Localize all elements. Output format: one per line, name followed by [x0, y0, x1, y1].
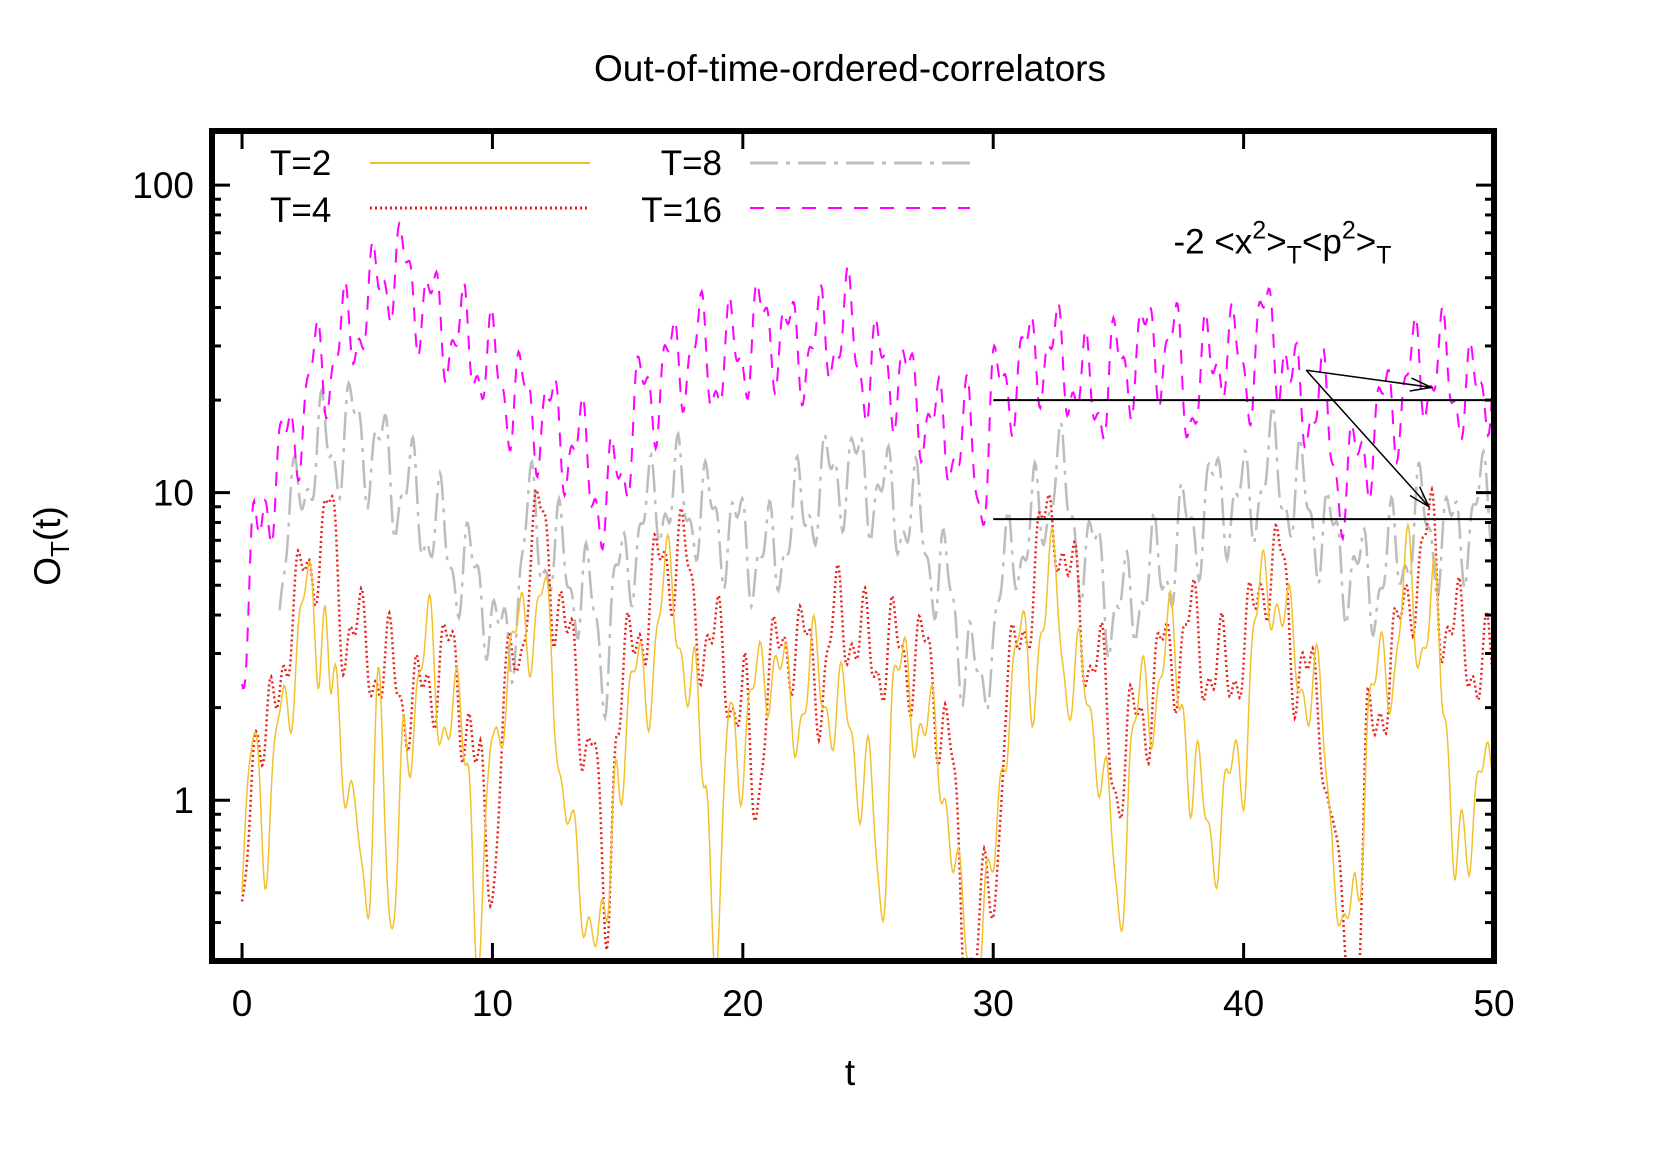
- x-tick-label: 30: [973, 983, 1014, 1024]
- annotation-lt-p: <p: [1302, 222, 1342, 261]
- legend: T=2 T=4 T=8 T=16: [270, 144, 970, 230]
- annotation-gt-2: >: [1356, 222, 1376, 261]
- x-tick-label: 40: [1223, 983, 1264, 1024]
- annotation-arrowhead-1: [1409, 377, 1434, 392]
- x-axis-ticks: 0 10 20 30 40 50: [232, 131, 1515, 1024]
- annotation-label: -2 <x2>T<p2>T: [1174, 216, 1392, 269]
- series-line-t2: [241, 521, 1494, 961]
- y-axis-ticks: 1 10 100: [132, 165, 1494, 963]
- x-tick-label: 20: [722, 983, 763, 1024]
- annotation-sup-p: 2: [1342, 216, 1356, 244]
- annotation-arrowhead-2: [1409, 486, 1431, 509]
- legend-label-t8: T=8: [661, 144, 722, 183]
- y-tick-label: 100: [132, 165, 194, 206]
- annotation-arrows: [1305, 369, 1434, 509]
- annotation-sup-x: 2: [1252, 216, 1266, 244]
- y-tick-label: 10: [153, 473, 194, 514]
- annotation-gt-1: >: [1266, 222, 1286, 261]
- legend-label-t16: T=16: [641, 191, 722, 230]
- series-layer: [240, 220, 1494, 961]
- y-axis-label-sub: T: [45, 541, 75, 557]
- series-line-t4: [240, 485, 1494, 961]
- annotation: -2 <x2>T<p2>T: [1174, 216, 1434, 509]
- annotation-sub-t2: T: [1376, 241, 1391, 269]
- y-axis-label: OT(t): [27, 506, 75, 586]
- y-tick-label: 1: [173, 780, 194, 821]
- legend-label-t4: T=4: [270, 191, 331, 230]
- annotation-lead: -2 <x: [1174, 222, 1253, 261]
- x-tick-label: 10: [472, 983, 513, 1024]
- x-tick-label: 0: [232, 983, 253, 1024]
- series-line-t8: [278, 379, 1494, 723]
- chart-title: Out-of-time-ordered-correlators: [594, 48, 1106, 89]
- x-axis-label: t: [845, 1052, 856, 1093]
- plot-frame: [209, 128, 1497, 964]
- annotation-arrow-line-1: [1306, 369, 1432, 389]
- annotation-sub-t1: T: [1287, 241, 1302, 269]
- y-axis-label-tail: (t): [27, 506, 68, 541]
- annotation-arrow-line-2: [1305, 369, 1430, 508]
- y-axis-label-main: O: [27, 557, 68, 586]
- legend-label-t2: T=2: [270, 144, 331, 183]
- x-tick-label: 50: [1473, 983, 1514, 1024]
- reference-lines: [993, 399, 1494, 521]
